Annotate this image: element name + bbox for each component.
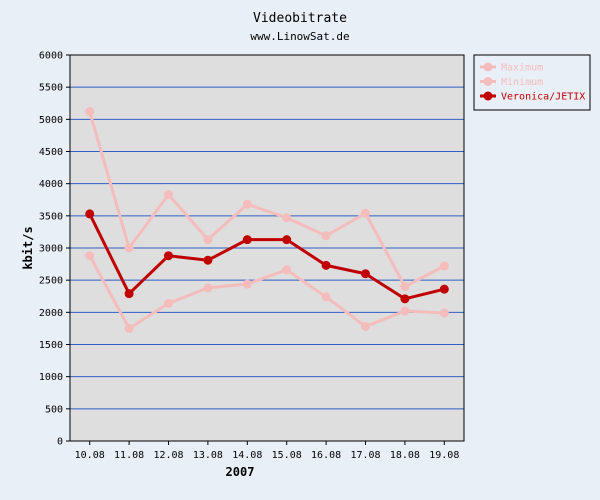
legend-label: Veronica/JETIX — [501, 92, 585, 103]
data-point — [439, 261, 449, 271]
series-maximum — [85, 107, 449, 292]
data-point — [321, 292, 331, 302]
data-point — [321, 260, 331, 270]
y-axis-label: kbit/s — [21, 226, 35, 269]
data-point — [203, 255, 213, 265]
data-point — [439, 308, 449, 318]
data-point — [242, 235, 252, 245]
y-tick-label: 5000 — [39, 115, 63, 126]
x-tick-label: 18.08 — [390, 450, 420, 461]
chart-subtitle: www.LinowSat.de — [250, 30, 350, 43]
y-tick-label: 2500 — [39, 276, 63, 287]
y-axis: 0 500 1000 1500 2000 2500 3000 3500 4000 4500 5000… — [39, 51, 70, 448]
y-tick-label: 1000 — [39, 372, 63, 383]
data-point — [282, 265, 292, 275]
data-point — [85, 107, 95, 117]
y-tick-label: 3000 — [39, 244, 63, 255]
legend-swatch-marker — [483, 91, 493, 101]
y-tick-label: 6000 — [39, 51, 63, 62]
data-point — [242, 279, 252, 289]
data-point — [400, 294, 410, 304]
legend: Maximum Minimum Veronica/JETIX — [473, 54, 591, 111]
data-point — [124, 323, 134, 333]
legend-swatch-marker — [483, 77, 493, 86]
x-tick-label: 14.08 — [232, 450, 262, 461]
y-tick-label: 4000 — [39, 179, 63, 190]
series-line — [88, 255, 445, 330]
data-point — [400, 306, 410, 316]
data-point — [361, 269, 370, 279]
y-tick-label: 5500 — [39, 83, 63, 94]
data-point — [282, 213, 292, 223]
data-point — [361, 208, 370, 218]
x-tick-label: 10.08 — [75, 450, 105, 461]
legend-swatch-marker — [483, 62, 493, 72]
series-veronica-jetix — [85, 209, 449, 304]
x-axis-label: 2007 — [226, 465, 255, 479]
data-point — [361, 321, 370, 331]
series-line — [88, 111, 445, 289]
data-point — [164, 190, 173, 200]
data-point — [124, 289, 134, 299]
series-line — [88, 213, 445, 301]
data-point — [400, 282, 410, 292]
data-point — [124, 243, 134, 253]
data-point — [164, 251, 173, 261]
x-tick-label: 17.08 — [350, 450, 380, 461]
x-tick-label: 16.08 — [311, 450, 341, 461]
x-tick-label: 12.08 — [153, 450, 183, 461]
data-point — [85, 209, 95, 219]
data-point — [321, 231, 331, 241]
x-axis: 10.08 11.08 12.08 13.08 14.08 15.08 16.08 17.08… — [75, 441, 459, 461]
series-minimum — [85, 251, 449, 333]
x-tick-label: 15.08 — [272, 450, 302, 461]
legend-label: Minimum — [501, 77, 543, 88]
x-tick-label: 19.08 — [429, 450, 459, 461]
data-point — [439, 284, 449, 294]
y-tick-label: 1500 — [39, 340, 63, 351]
data-point — [282, 235, 292, 245]
y-tick-label: 4500 — [39, 147, 63, 158]
data-point — [85, 251, 95, 261]
data-point — [203, 283, 213, 293]
chart-title: Videobitrate — [253, 11, 347, 26]
data-point — [203, 235, 213, 245]
data-point — [164, 298, 173, 308]
x-tick-label: 13.08 — [193, 450, 223, 461]
y-tick-label: 0 — [57, 437, 63, 448]
plot-area — [69, 54, 465, 442]
y-tick-label: 500 — [45, 404, 63, 415]
data-point — [242, 199, 252, 209]
x-tick-label: 11.08 — [114, 450, 144, 461]
series-group — [85, 107, 449, 333]
legend-label: Maximum — [501, 63, 543, 74]
y-tick-label: 2000 — [39, 308, 63, 319]
y-tick-label: 3500 — [39, 211, 63, 222]
